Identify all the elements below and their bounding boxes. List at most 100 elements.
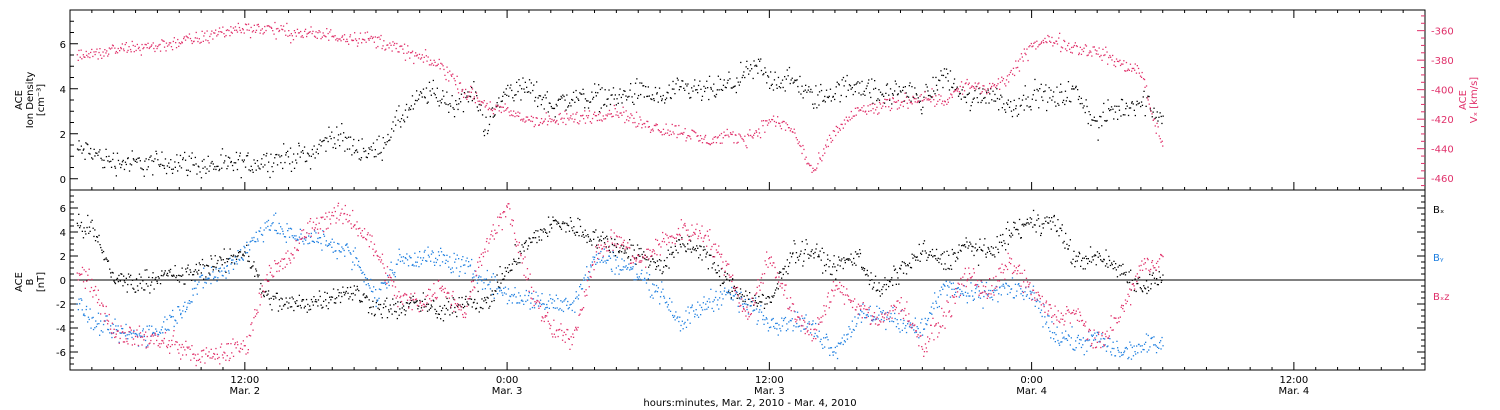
density-point: [653, 99, 655, 102]
density-point: [911, 86, 913, 88]
vx-point: [552, 120, 554, 122]
density-point: [661, 98, 663, 100]
by-point: [253, 236, 255, 239]
bx-point: [944, 263, 946, 265]
density-point: [207, 155, 209, 157]
by-point: [168, 329, 170, 331]
vx-point: [815, 169, 817, 171]
vx-point: [370, 35, 372, 38]
bx-point: [311, 301, 314, 303]
bx-point: [314, 300, 316, 303]
vx-point: [503, 110, 505, 112]
bx-point: [458, 297, 460, 299]
vx-point: [438, 58, 440, 61]
by-point: [1050, 337, 1052, 339]
density-point: [389, 139, 391, 141]
by-point: [127, 338, 129, 340]
by-point: [1005, 283, 1007, 285]
by-point: [784, 316, 787, 319]
density-point: [650, 98, 652, 100]
vx-point: [977, 83, 979, 85]
bx-point: [130, 283, 132, 286]
vx-point: [719, 142, 721, 144]
by-point: [543, 303, 545, 305]
by-point: [1086, 350, 1088, 352]
vx-point: [1026, 48, 1028, 50]
bx-point: [894, 268, 897, 270]
bx-point: [373, 315, 376, 317]
bx-point: [678, 239, 681, 241]
by-point: [484, 288, 486, 290]
by-point: [440, 251, 443, 253]
vx-point: [821, 160, 823, 162]
density-point: [1136, 100, 1138, 102]
bx-point: [380, 313, 382, 315]
by-point: [668, 309, 670, 311]
by-point: [339, 251, 341, 253]
vx-point: [257, 23, 259, 26]
density-point: [213, 168, 215, 170]
by-point: [779, 327, 781, 330]
bx-point: [990, 252, 992, 255]
by-point: [963, 285, 965, 287]
density-point: [231, 164, 234, 167]
density-point: [764, 67, 766, 69]
vx-point: [1063, 39, 1065, 42]
bx-point: [1009, 234, 1011, 237]
density-point: [293, 153, 295, 155]
density-point: [964, 96, 967, 98]
by-point: [643, 279, 645, 281]
bx-point: [673, 256, 675, 258]
vx-point: [913, 98, 915, 100]
by-point: [1015, 295, 1017, 297]
bx-point: [1005, 228, 1007, 230]
by-point: [759, 309, 761, 311]
density-point: [1099, 115, 1101, 118]
vx-point: [779, 125, 781, 127]
bx-point: [797, 259, 800, 261]
by-point: [666, 306, 669, 308]
vx-point: [662, 128, 665, 130]
density-point: [1026, 105, 1028, 107]
vx-point: [882, 105, 884, 107]
by-point: [1121, 354, 1123, 356]
vx-point: [1006, 75, 1009, 77]
density-point: [180, 167, 183, 169]
by-point: [678, 320, 680, 323]
density-point: [839, 101, 841, 103]
density-point: [1137, 103, 1139, 105]
by-point: [669, 310, 672, 312]
by-point: [547, 300, 550, 302]
bx-point: [402, 305, 405, 307]
vx-point: [262, 33, 264, 35]
density-point: [1007, 99, 1009, 101]
bx-point: [1061, 229, 1063, 232]
bx-point: [1007, 243, 1009, 245]
vx-point: [403, 43, 406, 45]
bx-point: [325, 299, 327, 301]
density-point: [973, 97, 975, 99]
bx-point: [844, 259, 846, 262]
by-point: [467, 265, 469, 268]
density-point: [278, 154, 280, 156]
bx-point: [510, 269, 512, 271]
vx-point: [966, 78, 968, 81]
bx-point: [433, 300, 435, 302]
by-point: [360, 269, 362, 271]
vx-point: [274, 21, 276, 24]
vx-point: [472, 98, 474, 100]
vx-point: [1126, 69, 1129, 72]
by-point: [1008, 285, 1010, 287]
bx-point: [263, 295, 265, 298]
vx-point: [136, 43, 138, 46]
by-point: [607, 259, 609, 261]
bx-point: [1052, 221, 1054, 223]
by-point: [425, 260, 427, 262]
by-point: [730, 298, 732, 300]
vx-point: [548, 115, 550, 117]
vx-point: [1042, 39, 1044, 42]
bx-point: [1119, 274, 1121, 276]
by-point: [246, 241, 248, 243]
density-point: [560, 95, 562, 98]
by-point: [649, 296, 652, 298]
